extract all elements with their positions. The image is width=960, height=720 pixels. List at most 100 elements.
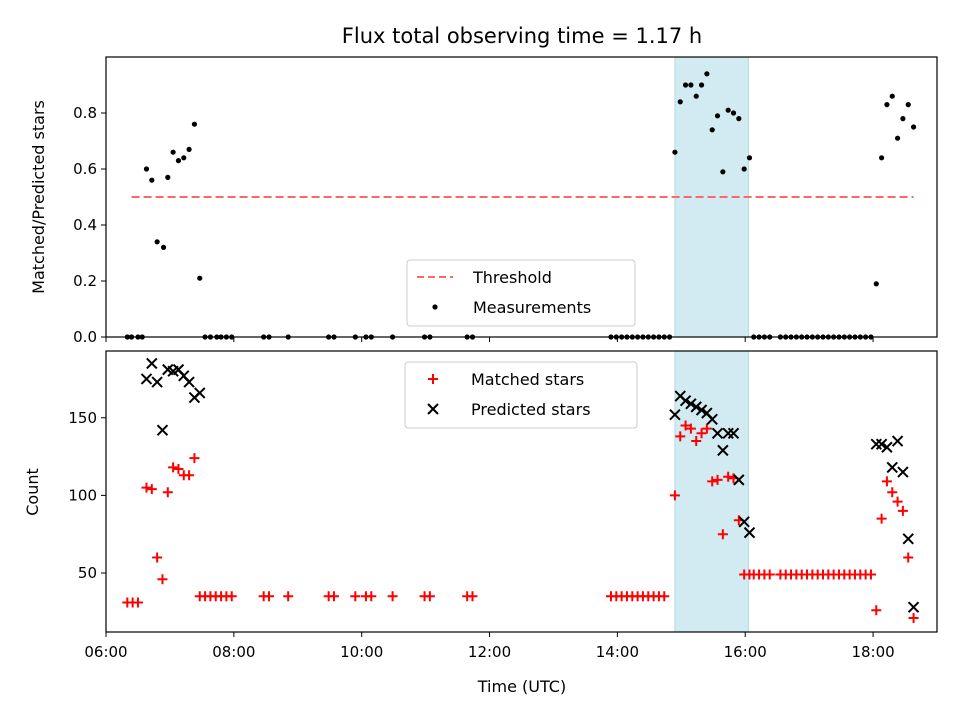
matched-star-point — [424, 591, 435, 602]
predicted-star-point — [897, 466, 909, 478]
top-y-tick-label: 0.0 — [73, 328, 97, 346]
matched-star-point — [141, 482, 152, 493]
measurement-point — [677, 99, 683, 105]
measurement-point — [741, 166, 747, 172]
predicted-star-point — [183, 376, 195, 388]
matched-star-point — [387, 591, 398, 602]
measurement-point — [905, 102, 911, 108]
bottom-x-tick-label: 18:00 — [851, 643, 894, 661]
matched-star-point — [701, 423, 712, 434]
top-y-tick-label: 0.8 — [73, 104, 97, 122]
bottom-y-axis-label: Count — [23, 468, 42, 516]
matched-star-point — [764, 569, 775, 580]
bottom-x-tick-label: 12:00 — [468, 643, 511, 661]
matched-star-point — [897, 505, 908, 516]
bottom-series-0 — [122, 420, 919, 624]
predicted-star-point — [891, 435, 904, 447]
matched-star-point — [366, 591, 377, 602]
top-y-axis-label: Matched/Predicted stars — [29, 100, 48, 294]
measurement-point — [160, 244, 167, 250]
matched-star-point — [157, 574, 168, 585]
measurement-point — [170, 149, 176, 155]
legend-matched-swatch — [428, 374, 438, 384]
measurement-point — [910, 124, 917, 130]
measurement-point — [181, 155, 187, 161]
legend-box — [404, 361, 638, 429]
count-panel: Count Time (UTC) 50 100 150 06:00 08:00 10:00… — [23, 350, 938, 696]
matched-star-point — [659, 591, 670, 602]
matched-star-point — [717, 529, 728, 540]
bottom-legend: Matched stars Predicted stars — [404, 361, 638, 429]
predicted-star-point — [706, 413, 718, 426]
measurement-point — [165, 174, 171, 180]
measurement-point — [186, 146, 192, 152]
top-y-tick-label: 0.2 — [73, 272, 97, 290]
matched-star-point — [264, 591, 275, 602]
predicted-star-point — [907, 601, 920, 613]
matched-star-point — [226, 591, 237, 602]
predicted-star-point — [743, 526, 756, 539]
measurement-point — [879, 155, 885, 161]
measurement-point — [693, 93, 699, 99]
legend-measurement-swatch — [432, 304, 438, 310]
matched-star-point — [675, 431, 686, 442]
measurement-point — [191, 121, 198, 127]
matched-star-point — [328, 591, 339, 602]
matched-star-point — [723, 471, 734, 482]
matched-star-point — [892, 496, 903, 507]
bottom-y-tick-label: 100 — [68, 486, 97, 504]
legend-box — [406, 259, 636, 327]
predicted-star-point — [886, 461, 898, 474]
matched-star-point — [669, 490, 680, 501]
bottom-frame — [105, 350, 938, 633]
predicted-star-point — [140, 373, 153, 385]
predicted-star-point — [669, 408, 681, 421]
measurement-point — [720, 169, 726, 175]
bottom-series-1 — [140, 357, 920, 613]
predicted-star-point — [870, 438, 882, 450]
predicted-star-point — [738, 516, 750, 528]
matched-star-point — [168, 462, 179, 473]
matched-star-point — [467, 591, 478, 602]
matched-star-point — [189, 453, 200, 464]
top-series-0 — [124, 71, 917, 340]
measurement-point — [873, 281, 879, 287]
predicted-star-point — [194, 387, 206, 399]
predicted-star-point — [727, 427, 740, 439]
matched-star-point — [881, 476, 892, 487]
measurement-point — [884, 102, 890, 108]
bottom-x-tick-label: 10:00 — [340, 643, 383, 661]
matched-star-point — [680, 420, 691, 431]
measurement-point — [900, 116, 906, 122]
top-y-tick-label: 0.4 — [73, 216, 97, 234]
ratio-panel: Flux total observing time = 1.17 h Match… — [29, 24, 938, 346]
measurement-point — [709, 127, 715, 133]
matched-star-point — [184, 470, 195, 481]
legend-entry-label: Predicted stars — [471, 400, 591, 419]
matched-star-point — [283, 591, 294, 602]
legend-predicted-swatch — [427, 403, 439, 415]
matched-star-point — [685, 423, 696, 434]
matched-star-point — [162, 487, 173, 498]
measurement-point — [672, 149, 678, 155]
predicted-star-point — [881, 441, 893, 453]
bottom-y-tick-label: 150 — [68, 409, 97, 427]
predicted-star-point — [875, 438, 888, 450]
matched-star-point — [691, 436, 702, 447]
bottom-x-tick-label: 14:00 — [596, 643, 639, 661]
legend-entry-label: Measurements — [473, 298, 591, 317]
matched-star-point — [146, 484, 157, 495]
matched-star-point — [707, 476, 718, 487]
measurement-point — [154, 239, 160, 245]
predicted-star-point — [717, 444, 729, 457]
measurement-point — [730, 110, 737, 116]
measurement-point — [143, 166, 150, 172]
bottom-x-axis-label: Time (UTC) — [477, 677, 566, 696]
predicted-star-point — [685, 398, 697, 410]
bottom-y-tick-label: 50 — [78, 564, 97, 582]
predicted-star-point — [151, 376, 163, 388]
matched-star-point — [350, 591, 361, 602]
measurement-point — [725, 107, 731, 113]
matched-star-point — [152, 552, 163, 563]
